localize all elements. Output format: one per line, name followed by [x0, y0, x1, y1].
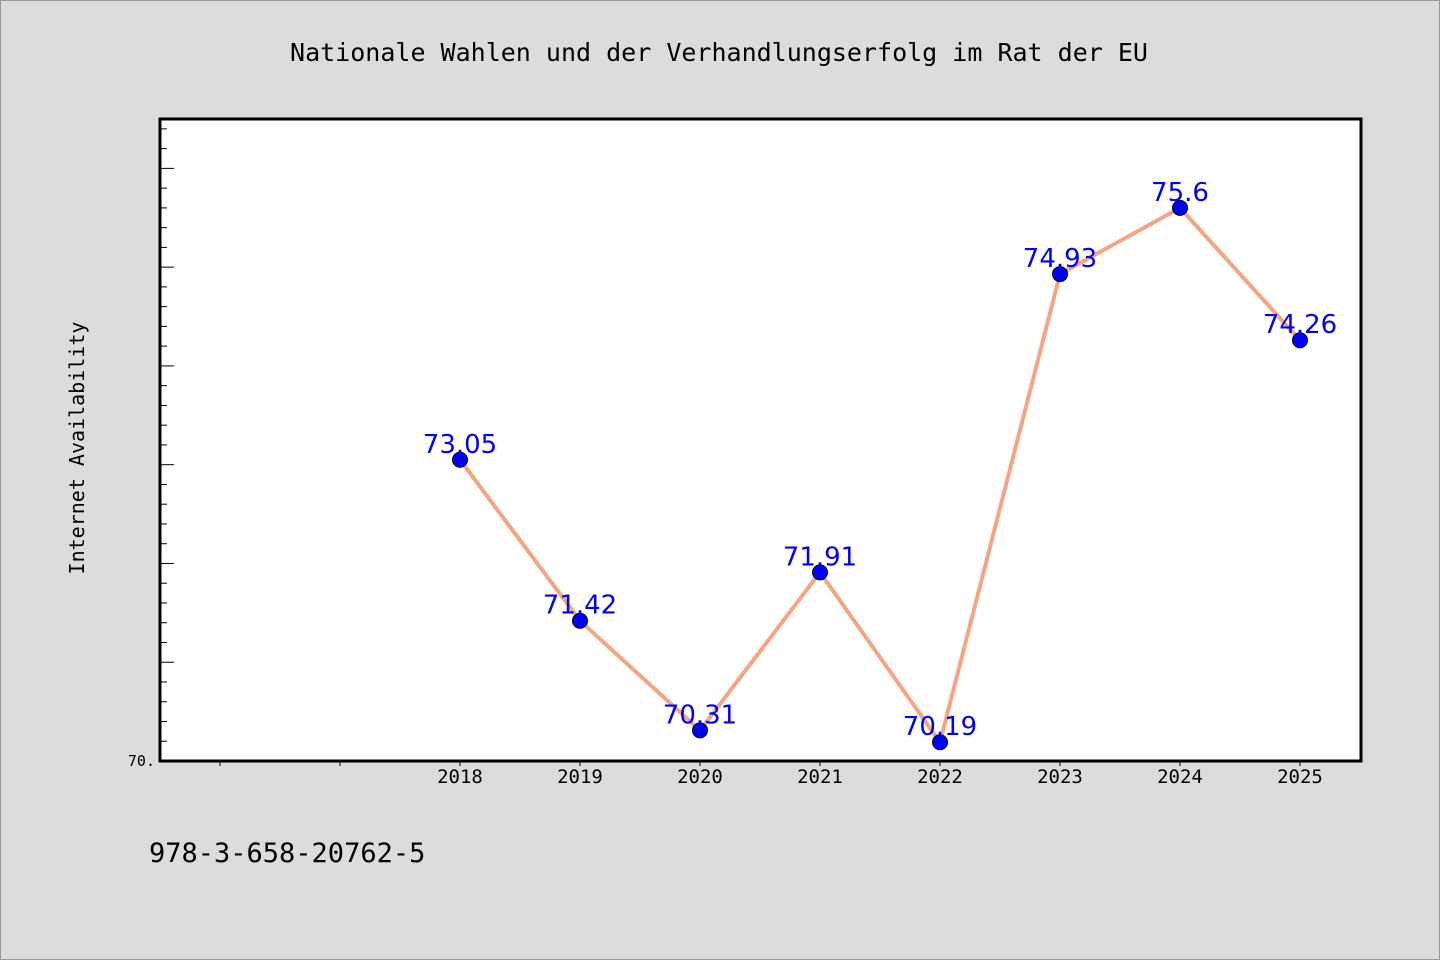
data-point: [812, 564, 828, 581]
x-tick-label: 2018: [437, 766, 483, 788]
data-point: [1292, 332, 1308, 349]
y-tick-label: 70.: [128, 752, 155, 770]
data-label: 70.19: [903, 712, 977, 742]
series-group: 73.05 71.42 70.31 71.91 70.19 74.93 75.6 74.26: [423, 178, 1337, 751]
x-tick-label: 2023: [1037, 766, 1083, 788]
x-tick-label: 2024: [1157, 766, 1203, 788]
x-axis-ticks: 2018 2019 2020 2021 2022 2023 2024 2025: [219, 761, 1323, 788]
data-label: 71.91: [783, 542, 857, 572]
series-line: [458, 205, 1302, 745]
data-point: [1172, 199, 1188, 216]
data-point: [932, 734, 948, 751]
x-tick-label: 2020: [677, 766, 723, 788]
data-point: [692, 722, 708, 739]
isbn-footer: 978-3-658-20762-5: [149, 838, 425, 869]
data-label: 71.42: [543, 591, 617, 621]
data-label: 74.93: [1023, 244, 1097, 274]
data-point: [1052, 266, 1068, 283]
chart-title: Nationale Wahlen und der Verhandlungserf…: [290, 38, 1148, 67]
x-tick-label: 2019: [557, 766, 603, 788]
y-axis-label: Internet Availability: [65, 322, 89, 575]
data-label: 75.6: [1151, 178, 1209, 208]
data-point: [452, 451, 468, 468]
x-tick-label: 2025: [1277, 766, 1323, 788]
data-point: [572, 612, 588, 629]
x-tick-label: 2021: [797, 766, 843, 788]
y-axis-ticks: [160, 128, 174, 762]
data-label: 74.26: [1263, 310, 1337, 340]
x-tick-label: 2022: [917, 766, 963, 788]
data-label: 70.31: [663, 700, 737, 730]
data-label: 73.05: [423, 430, 497, 460]
